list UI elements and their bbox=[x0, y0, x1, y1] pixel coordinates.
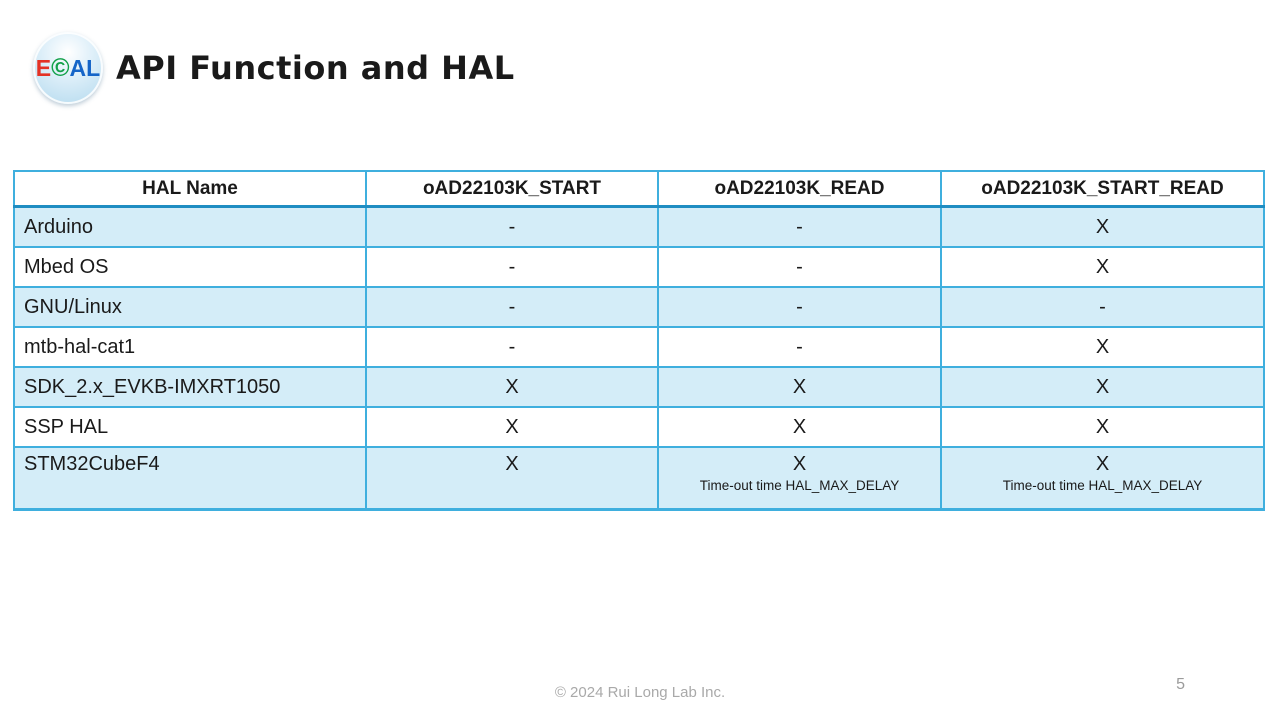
start-cell: - bbox=[365, 326, 659, 368]
table-row: STM32CubeF4 X X Time-out time HAL_MAX_DELAY… bbox=[13, 446, 1265, 511]
table-row: Mbed OS - - X bbox=[13, 246, 1265, 288]
read-cell: X Time-out time HAL_MAX_DELAY bbox=[657, 446, 942, 511]
hal-name-cell: mtb-hal-cat1 bbox=[13, 326, 367, 368]
start-read-cell: X bbox=[940, 406, 1265, 448]
cell-value: SSP HAL bbox=[24, 416, 109, 438]
slide-header: E © AL API Function and HAL bbox=[33, 28, 515, 109]
hal-name-cell: GNU/Linux bbox=[13, 286, 367, 328]
cell-value: SDK_2.x_EVKB-IMXRT1050 bbox=[24, 376, 281, 398]
start-cell: X bbox=[365, 366, 659, 408]
logo-letter-al: AL bbox=[69, 54, 101, 81]
cell-timeout-note: Time-out time HAL_MAX_DELAY bbox=[699, 478, 900, 493]
cell-value: X bbox=[1095, 416, 1110, 438]
read-cell: - bbox=[657, 326, 942, 368]
logo-letter-c: © bbox=[51, 53, 70, 82]
cell-value: STM32CubeF4 bbox=[24, 453, 160, 475]
cell-value: X bbox=[792, 416, 807, 438]
cell-value: X bbox=[505, 453, 519, 475]
cell-value: Mbed OS bbox=[24, 256, 109, 278]
start-read-cell: - bbox=[940, 286, 1265, 328]
page-title: API Function and HAL bbox=[116, 49, 515, 88]
hal-name-cell: Arduino bbox=[13, 205, 367, 248]
table-row: SSP HAL X X X bbox=[13, 406, 1265, 448]
read-cell: X bbox=[657, 406, 942, 448]
cell-value: - bbox=[796, 216, 803, 238]
cell-value: - bbox=[508, 216, 516, 238]
read-cell: - bbox=[657, 286, 942, 328]
read-cell: - bbox=[657, 205, 942, 248]
cell-value: X bbox=[1095, 336, 1110, 358]
hal-name-cell: STM32CubeF4 bbox=[13, 446, 367, 511]
column-header-start: oAD22103K_START bbox=[365, 170, 659, 208]
start-cell: - bbox=[365, 246, 659, 288]
start-read-cell: X bbox=[940, 366, 1265, 408]
cell-value: X bbox=[505, 416, 519, 438]
table-header-row: HAL Name oAD22103K_START oAD22103K_READ … bbox=[13, 170, 1265, 208]
table-row: mtb-hal-cat1 - - X bbox=[13, 326, 1265, 368]
cell-value: - bbox=[796, 296, 803, 318]
table-row: SDK_2.x_EVKB-IMXRT1050 X X X bbox=[13, 366, 1265, 408]
start-cell: X bbox=[365, 406, 659, 448]
table-row: GNU/Linux - - - bbox=[13, 286, 1265, 328]
cell-value: X bbox=[505, 376, 519, 398]
cell-value: - bbox=[796, 256, 803, 278]
logo-letter-e: E bbox=[35, 54, 52, 81]
cell-value: X bbox=[1095, 256, 1110, 278]
cell-value: - bbox=[1099, 296, 1106, 318]
ecal-logo-icon: E © AL bbox=[33, 32, 103, 105]
column-header-read: oAD22103K_READ bbox=[657, 170, 942, 208]
copyright-text: © 2024 Rui Long Lab Inc. bbox=[554, 684, 726, 701]
cell-value: - bbox=[508, 336, 516, 358]
cell-value: X bbox=[1095, 453, 1110, 475]
column-header-start-read: oAD22103K_START_READ bbox=[940, 170, 1265, 208]
start-read-cell: X bbox=[940, 205, 1265, 248]
column-header-hal-name: HAL Name bbox=[13, 170, 367, 208]
cell-value: - bbox=[508, 296, 516, 318]
read-cell: X bbox=[657, 366, 942, 408]
cell-value: Arduino bbox=[24, 216, 93, 238]
start-cell: X bbox=[365, 446, 659, 511]
start-cell: - bbox=[365, 205, 659, 248]
table-row: Arduino - - X bbox=[13, 205, 1265, 248]
start-cell: - bbox=[365, 286, 659, 328]
hal-name-cell: Mbed OS bbox=[13, 246, 367, 288]
hal-name-cell: SSP HAL bbox=[13, 406, 367, 448]
read-cell: - bbox=[657, 246, 942, 288]
start-read-cell: X bbox=[940, 246, 1265, 288]
cell-value: - bbox=[796, 336, 803, 358]
hal-table-body: Arduino - - X Mbed OS - - X GNU/Linux - - - mtb-hal-… bbox=[13, 205, 1265, 511]
hal-compatibility-table: HAL Name oAD22103K_START oAD22103K_READ … bbox=[13, 170, 1265, 511]
cell-value: X bbox=[1095, 216, 1110, 238]
start-read-cell: X bbox=[940, 326, 1265, 368]
cell-value: GNU/Linux bbox=[24, 296, 122, 318]
page-number: 5 bbox=[1176, 676, 1185, 693]
cell-value: X bbox=[792, 376, 807, 398]
start-read-cell: X Time-out time HAL_MAX_DELAY bbox=[940, 446, 1265, 511]
cell-value: X bbox=[1095, 376, 1110, 398]
cell-value: X bbox=[792, 453, 807, 475]
cell-value: mtb-hal-cat1 bbox=[24, 336, 136, 358]
hal-name-cell: SDK_2.x_EVKB-IMXRT1050 bbox=[13, 366, 367, 408]
cell-timeout-note: Time-out time HAL_MAX_DELAY bbox=[1002, 478, 1203, 493]
cell-value: - bbox=[508, 256, 516, 278]
